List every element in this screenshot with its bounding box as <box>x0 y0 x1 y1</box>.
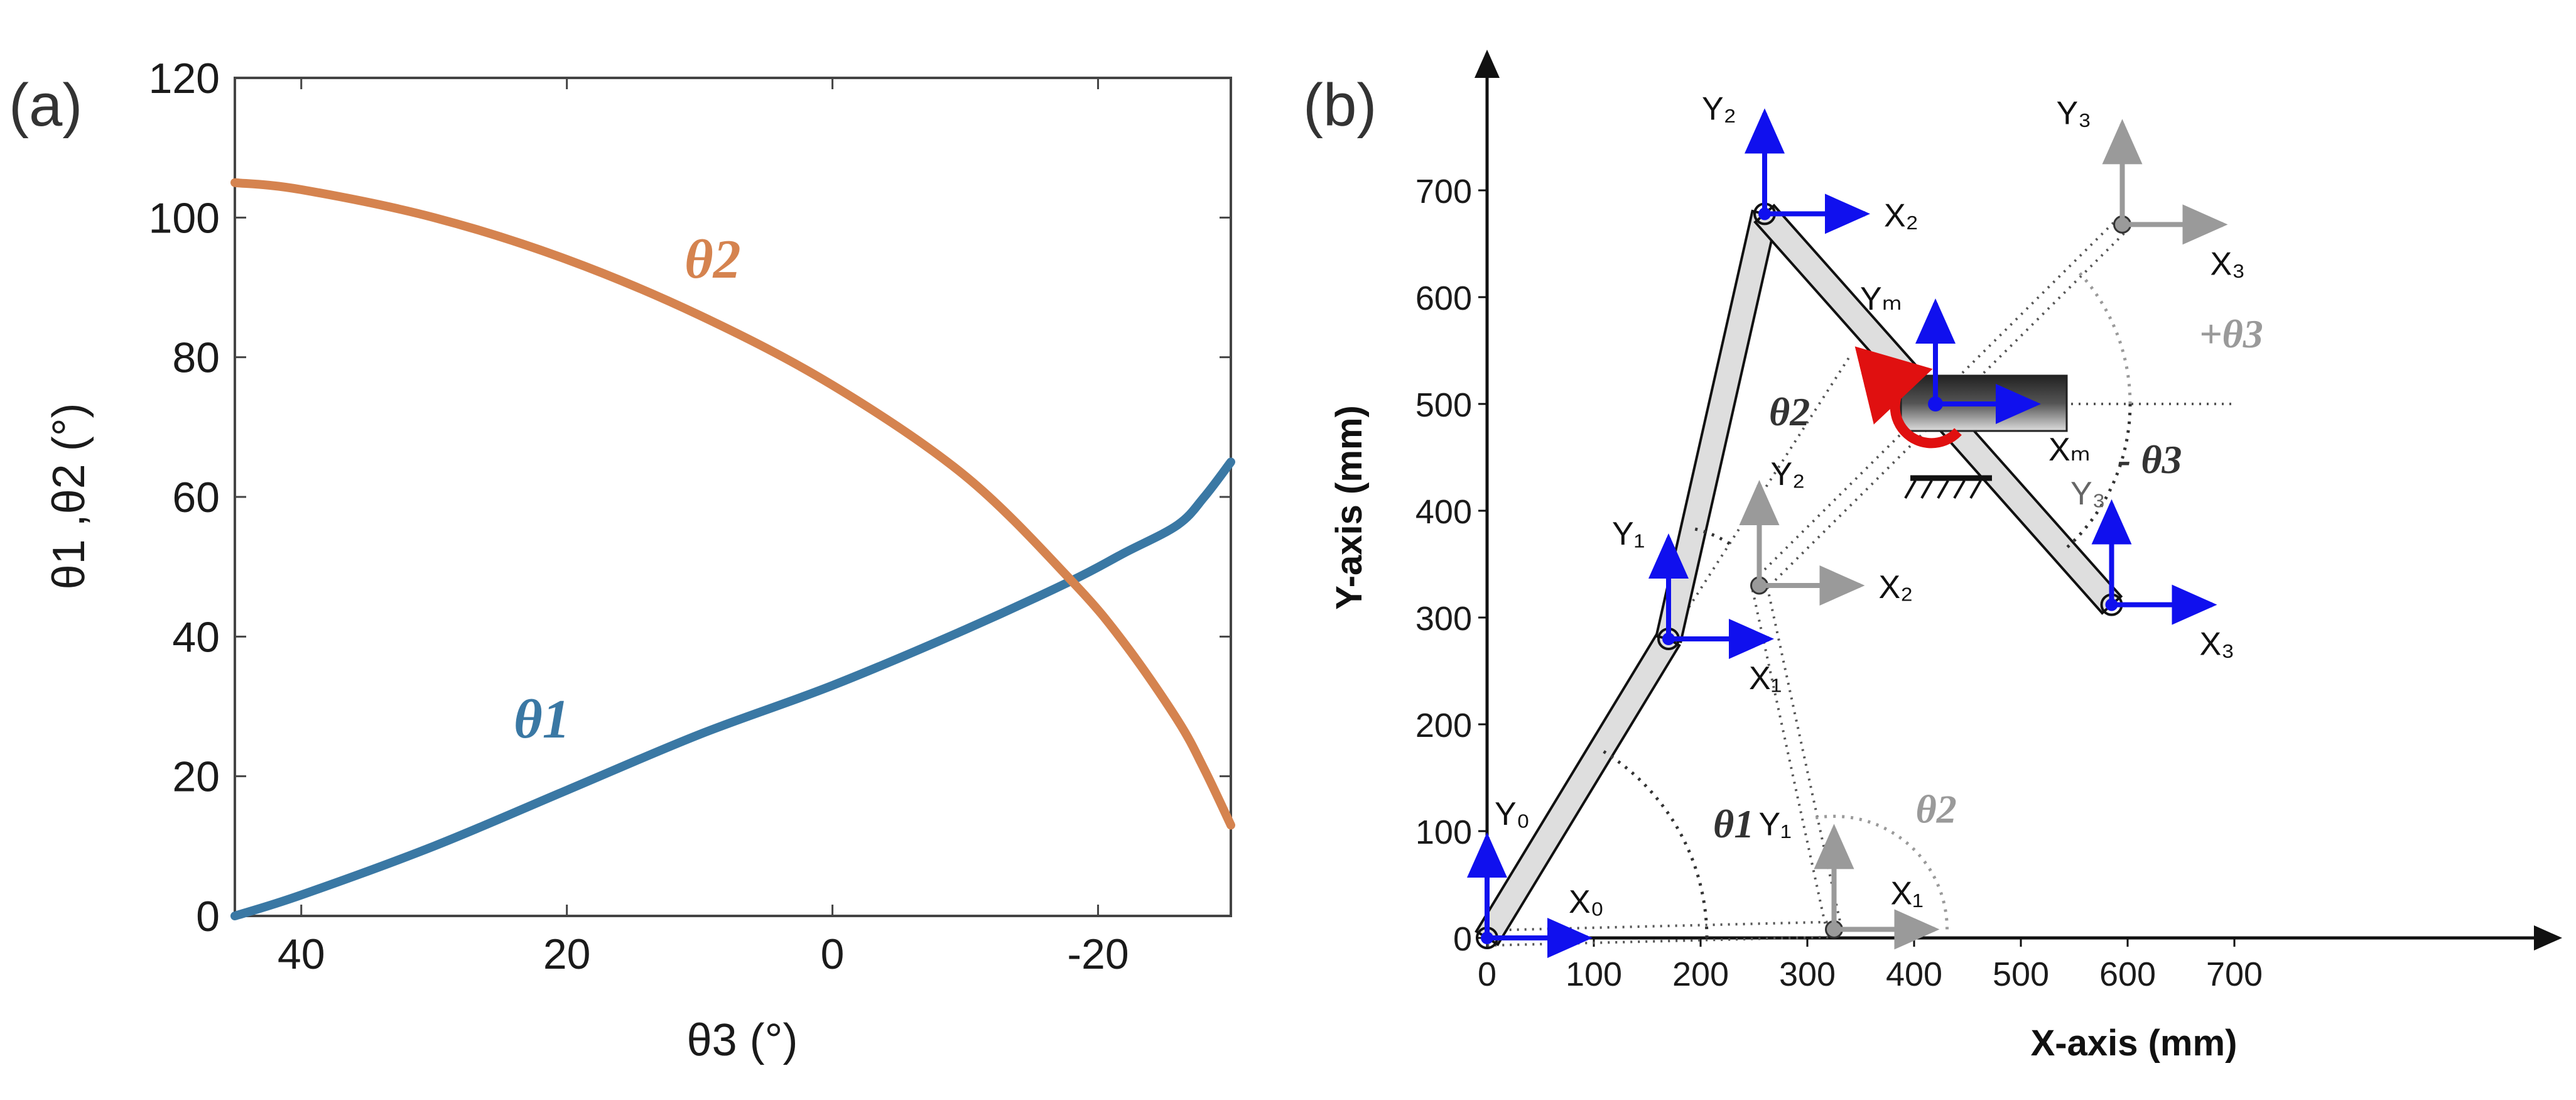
y-tick-label: 20 <box>172 753 220 801</box>
frame-1-x-label: X₁ <box>1749 660 1782 697</box>
theta2-ghost-arc <box>1809 814 1949 930</box>
x-tick-label: 700 <box>2206 956 2263 993</box>
ghost-link-0 <box>1487 935 1834 947</box>
minus-theta3-label: - θ3 <box>2118 437 2182 482</box>
x-tick-label: 500 <box>1993 956 2049 993</box>
frame-1-y-label: Y₁ <box>1612 516 1645 552</box>
panel-b-kinematic-diagram: (b) 0 100 200 300 400 500 600 700 0 100 200 300 400… <box>1303 50 2562 1064</box>
plus-theta3-label: +θ3 <box>2199 312 2263 356</box>
rotation-arrow <box>1854 346 1962 449</box>
x-tick-label: 40 <box>278 930 325 978</box>
ground-hatch <box>1920 480 1933 499</box>
frame-2-y-label: Y₂ <box>1702 90 1736 127</box>
theta2-ghost-angle-label: θ2 <box>1916 787 1957 831</box>
ghost-frame-2-x-label: X₂ <box>1879 569 1913 606</box>
y-tick-label: 120 <box>149 55 220 102</box>
coordinate-frames: X₀ Y₀ X₁ Y₁ X₂ Y₂ X₃ Xₘ Yₘ X₁ Y₁ X₂ Y₂ X₃ Y₃ <box>1467 90 2246 958</box>
plus-theta3-arc <box>2074 268 2132 405</box>
theta2-reference-line <box>1667 355 1851 640</box>
x-tick-label: 400 <box>1886 956 1942 993</box>
theta1-annotation: θ1 <box>514 689 570 750</box>
ground-hatch <box>1937 480 1949 499</box>
y-tick-label: 0 <box>196 893 220 940</box>
x-tick-label: 300 <box>1779 956 1836 993</box>
y-ticks: 0 20 40 60 80 100 120 <box>149 55 1231 940</box>
x-tick-label: 200 <box>1672 956 1729 993</box>
panel-b-label: (b) <box>1303 72 1377 139</box>
frame-3-x-label: X₃ <box>2200 626 2235 663</box>
series-line-theta2 <box>230 178 1235 830</box>
x-axis-label: θ3 (°) <box>687 1015 798 1065</box>
x-tick-label: -20 <box>1067 930 1128 978</box>
x-tick-label: 100 <box>1566 956 1622 993</box>
panel-a-label: (a) <box>9 72 82 139</box>
y-tick-label: 60 <box>172 474 220 521</box>
theta1-arc <box>1600 748 1709 939</box>
y-tick-label: 500 <box>1415 386 1472 424</box>
theta2-angle-label: θ2 <box>1769 389 1810 434</box>
y-tick-label: 80 <box>172 334 220 382</box>
frame-0-y-label: Y₀ <box>1495 796 1530 832</box>
theta2-annotation: θ2 <box>685 229 741 290</box>
x-ticks: 40 20 0 -20 <box>278 78 1129 978</box>
x-axis-label: X-axis (mm) <box>2031 1023 2238 1064</box>
motor-assembly <box>1854 346 2068 499</box>
ghost-link-0 <box>1486 920 1834 932</box>
frame-m-y-label: Yₘ <box>1860 281 1902 317</box>
x-tick-label: 20 <box>543 930 591 978</box>
links <box>1475 202 2123 949</box>
frame-2-x-label: X₂ <box>1884 197 1918 234</box>
x-tick-label: 0 <box>821 930 845 978</box>
ground-hatch <box>1953 480 1966 499</box>
panel-a-line-chart: (a) 0 20 40 60 80 100 120 40 20 0 -20 θ1 θ2 θ3 (°… <box>9 55 1235 1065</box>
ground-hatch <box>1904 480 1917 499</box>
ghost-frame-1-y-label: Y₁ <box>1759 806 1792 842</box>
y-tick-label: 700 <box>1415 173 1472 210</box>
x-ticks: 0 100 200 300 400 500 600 700 <box>1478 938 2263 993</box>
theta1-angle-label: θ1 <box>1713 802 1754 846</box>
series-lines <box>230 178 1235 920</box>
frame-0-x-label: X₀ <box>1569 884 1604 920</box>
ghost-frame-1-x-label: X₁ <box>1891 875 1924 912</box>
ghost-frame-3-x-label: X₃ <box>2211 246 2246 282</box>
frame-m-x-label: Xₘ <box>2048 432 2091 468</box>
angle-annotations <box>1600 268 2132 939</box>
ghost-link-1 <box>1765 584 1843 928</box>
y-tick-label: 300 <box>1415 600 1472 638</box>
series-line-theta1 <box>230 457 1235 920</box>
y-tick-label: 100 <box>149 194 220 242</box>
y-axis-label: Y-axis (mm) <box>1329 405 1370 610</box>
ghost-y3-angle-label: Y₃ <box>2070 476 2106 512</box>
y-tick-label: 100 <box>1415 814 1472 851</box>
ghost-frame-2-y-label: Y₂ <box>1771 456 1805 493</box>
y-axis-label: θ1 ,θ2 (°) <box>44 403 94 590</box>
x-tick-label: 0 <box>1478 956 1496 993</box>
y-tick-label: 200 <box>1415 707 1472 744</box>
y-tick-label: 40 <box>172 613 220 661</box>
y-tick-label: 0 <box>1453 920 1472 958</box>
theta2-arc <box>1693 526 1731 545</box>
ghost-frame-3-y-label: Y₃ <box>2057 95 2092 131</box>
y-tick-label: 600 <box>1415 280 1472 317</box>
x-tick-label: 600 <box>2099 956 2156 993</box>
ground-hatch <box>1969 480 1982 499</box>
y-ticks: 0 100 200 300 400 500 600 700 <box>1415 173 1487 958</box>
y-tick-label: 400 <box>1415 493 1472 531</box>
